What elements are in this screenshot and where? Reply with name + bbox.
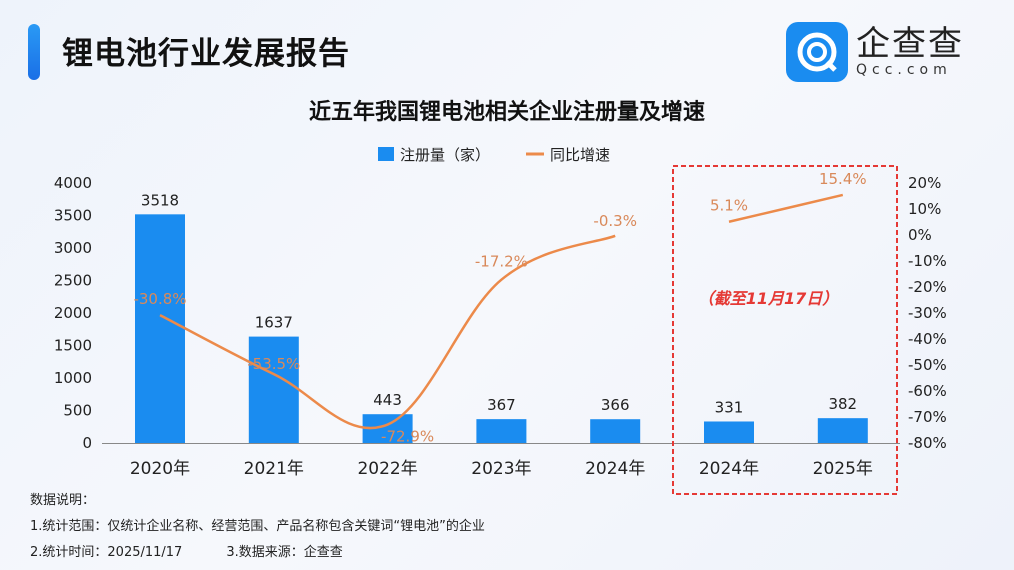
right-axis-tick: -10%	[908, 252, 947, 270]
bar-value-label: 331	[715, 398, 744, 416]
growth-line	[159, 234, 616, 430]
data-notes: 数据说明： 1.统计范围：仅统计企业名称、经营范围、产品名称包含关键词“锂电池”…	[30, 488, 485, 566]
right-axis-tick: 20%	[908, 174, 941, 192]
cutoff-annotation: （截至11月17日）	[698, 289, 839, 308]
logo-cn: 企查查	[856, 24, 964, 64]
notes-heading: 数据说明：	[30, 493, 96, 508]
bar-value-label: 382	[828, 395, 857, 413]
right-axis-tick: -30%	[908, 304, 947, 322]
line-value-label: -0.3%	[593, 212, 637, 230]
left-axis-tick: 2500	[54, 272, 92, 290]
bar	[817, 418, 868, 443]
x-axis-label: 2024年	[585, 459, 645, 479]
right-axis-tick: 0%	[908, 226, 932, 244]
left-axis-tick: 3000	[54, 239, 92, 257]
x-axis-label: 2023年	[471, 459, 531, 479]
line-value-label: 15.4%	[819, 170, 867, 188]
bar-value-label: 1637	[255, 314, 293, 332]
left-axis-tick: 500	[63, 402, 92, 420]
bar	[248, 336, 299, 443]
title-accent-bar	[28, 24, 40, 80]
left-axis-tick: 2000	[54, 304, 92, 322]
growth-line	[728, 193, 844, 223]
notes-line2a: 2.统计时间：2025/11/17	[30, 545, 183, 560]
notes-line1: 1.统计范围：仅统计企业名称、经营范围、产品名称包含关键词“锂电池”的企业	[30, 519, 485, 534]
line-value-label: -17.2%	[475, 253, 528, 271]
qcc-logo: 企查查 Qcc.com	[786, 22, 964, 82]
left-axis-tick: 3500	[54, 207, 92, 225]
right-axis-tick: -70%	[908, 408, 947, 426]
left-axis-tick: 4000	[54, 174, 92, 192]
left-axis-tick: 1500	[54, 337, 92, 355]
x-axis-label: 2025年	[813, 459, 873, 479]
x-axis-label: 2020年	[130, 459, 190, 479]
right-axis-tick: 10%	[908, 200, 941, 218]
legend-bar-swatch	[378, 147, 394, 161]
line-value-label: 5.1%	[710, 197, 748, 215]
qcc-logo-icon	[786, 22, 848, 82]
bar	[590, 419, 641, 443]
logo-en: Qcc.com	[856, 62, 952, 78]
bar-value-label: 3518	[141, 191, 179, 209]
legend-line-label: 同比增速	[550, 146, 610, 164]
left-axis-tick: 0	[82, 434, 92, 452]
line-value-label: -72.9%	[381, 428, 434, 446]
bar-value-label: 443	[373, 391, 402, 409]
right-axis-tick: -20%	[908, 278, 947, 296]
report-title: 锂电池行业发展报告	[62, 36, 350, 72]
chart-title: 近五年我国锂电池相关企业注册量及增速	[308, 100, 705, 125]
line-value-label: -30.8%	[133, 290, 186, 308]
legend-bar-label: 注册量（家）	[400, 146, 490, 164]
right-axis-tick: -40%	[908, 330, 947, 348]
x-axis-label: 2022年	[357, 459, 417, 479]
x-axis-label: 2024年	[699, 459, 759, 479]
notes-line2b: 3.数据来源：企查查	[226, 545, 343, 560]
x-axis-label: 2021年	[244, 459, 304, 479]
bar-value-label: 367	[487, 396, 516, 414]
bar-value-label: 366	[601, 396, 630, 414]
right-axis-tick: -80%	[908, 434, 947, 452]
highlight-box	[672, 165, 898, 495]
line-value-label: -53.5%	[247, 355, 300, 373]
right-axis-tick: -50%	[908, 356, 947, 374]
right-axis-tick: -60%	[908, 382, 947, 400]
bar	[704, 421, 754, 443]
bar	[135, 214, 185, 443]
bar	[476, 419, 527, 443]
left-axis-tick: 1000	[54, 369, 92, 387]
